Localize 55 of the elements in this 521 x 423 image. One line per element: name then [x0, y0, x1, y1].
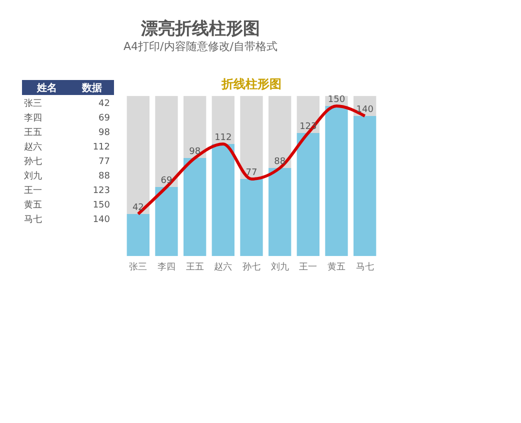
- bar: [155, 187, 178, 256]
- data-label: 88: [274, 157, 286, 167]
- data-label: 77: [246, 168, 258, 178]
- text: 42: [98, 99, 110, 110]
- bar: [212, 96, 234, 144]
- text: 88: [98, 171, 110, 182]
- x-tick-label: 张三: [129, 262, 148, 272]
- bar: [354, 116, 376, 256]
- text: 77: [98, 157, 110, 167]
- text: 张三: [24, 98, 42, 110]
- bar: [296, 133, 320, 256]
- text: 马七: [24, 214, 42, 225]
- text: 王一: [24, 186, 42, 196]
- text: 150: [92, 200, 110, 210]
- bar: [212, 144, 234, 256]
- data-label: 112: [214, 133, 232, 143]
- x-tick-label: 赵六: [214, 262, 232, 272]
- data-label: 69: [160, 176, 172, 186]
- bar: [268, 168, 292, 256]
- bar: [126, 96, 150, 214]
- x-tick-label: 刘九: [270, 262, 289, 272]
- text: 112: [92, 142, 110, 153]
- data-label: 98: [189, 147, 201, 157]
- bar: [268, 96, 292, 168]
- bar: [126, 214, 150, 256]
- data-label: 42: [132, 203, 144, 213]
- x-tick-label: 黄五: [328, 262, 346, 272]
- data-label: 150: [328, 95, 346, 105]
- text: 姓名: [36, 82, 57, 94]
- text: 孙七: [24, 156, 42, 167]
- bar: [155, 96, 178, 187]
- text: 98: [98, 128, 110, 138]
- text: 数据: [81, 82, 102, 94]
- x-tick-label: 孙七: [242, 262, 260, 272]
- bar: [240, 179, 263, 256]
- x-tick-label: 王五: [186, 262, 204, 272]
- chart-title: 折线柱形图: [220, 77, 282, 91]
- x-tick-label: 李四: [158, 262, 176, 272]
- x-tick-label: 王一: [299, 262, 318, 272]
- text: 刘九: [24, 170, 42, 182]
- text: A4打印/内容随意修改/自带格式: [124, 40, 278, 53]
- text: 140: [92, 214, 110, 225]
- bar: [184, 158, 206, 256]
- x-tick-label: 马七: [356, 262, 374, 272]
- text: 漂亮折线柱形图: [140, 19, 260, 39]
- text: 69: [98, 114, 110, 124]
- bar: [325, 106, 348, 256]
- bar: [184, 96, 206, 158]
- text: 王五: [24, 128, 42, 138]
- text: 李四: [24, 112, 42, 124]
- data-label: 140: [356, 105, 374, 115]
- bar: [240, 96, 263, 179]
- text: 123: [92, 186, 110, 196]
- text: 赵六: [24, 142, 42, 153]
- text: 黄五: [24, 199, 42, 210]
